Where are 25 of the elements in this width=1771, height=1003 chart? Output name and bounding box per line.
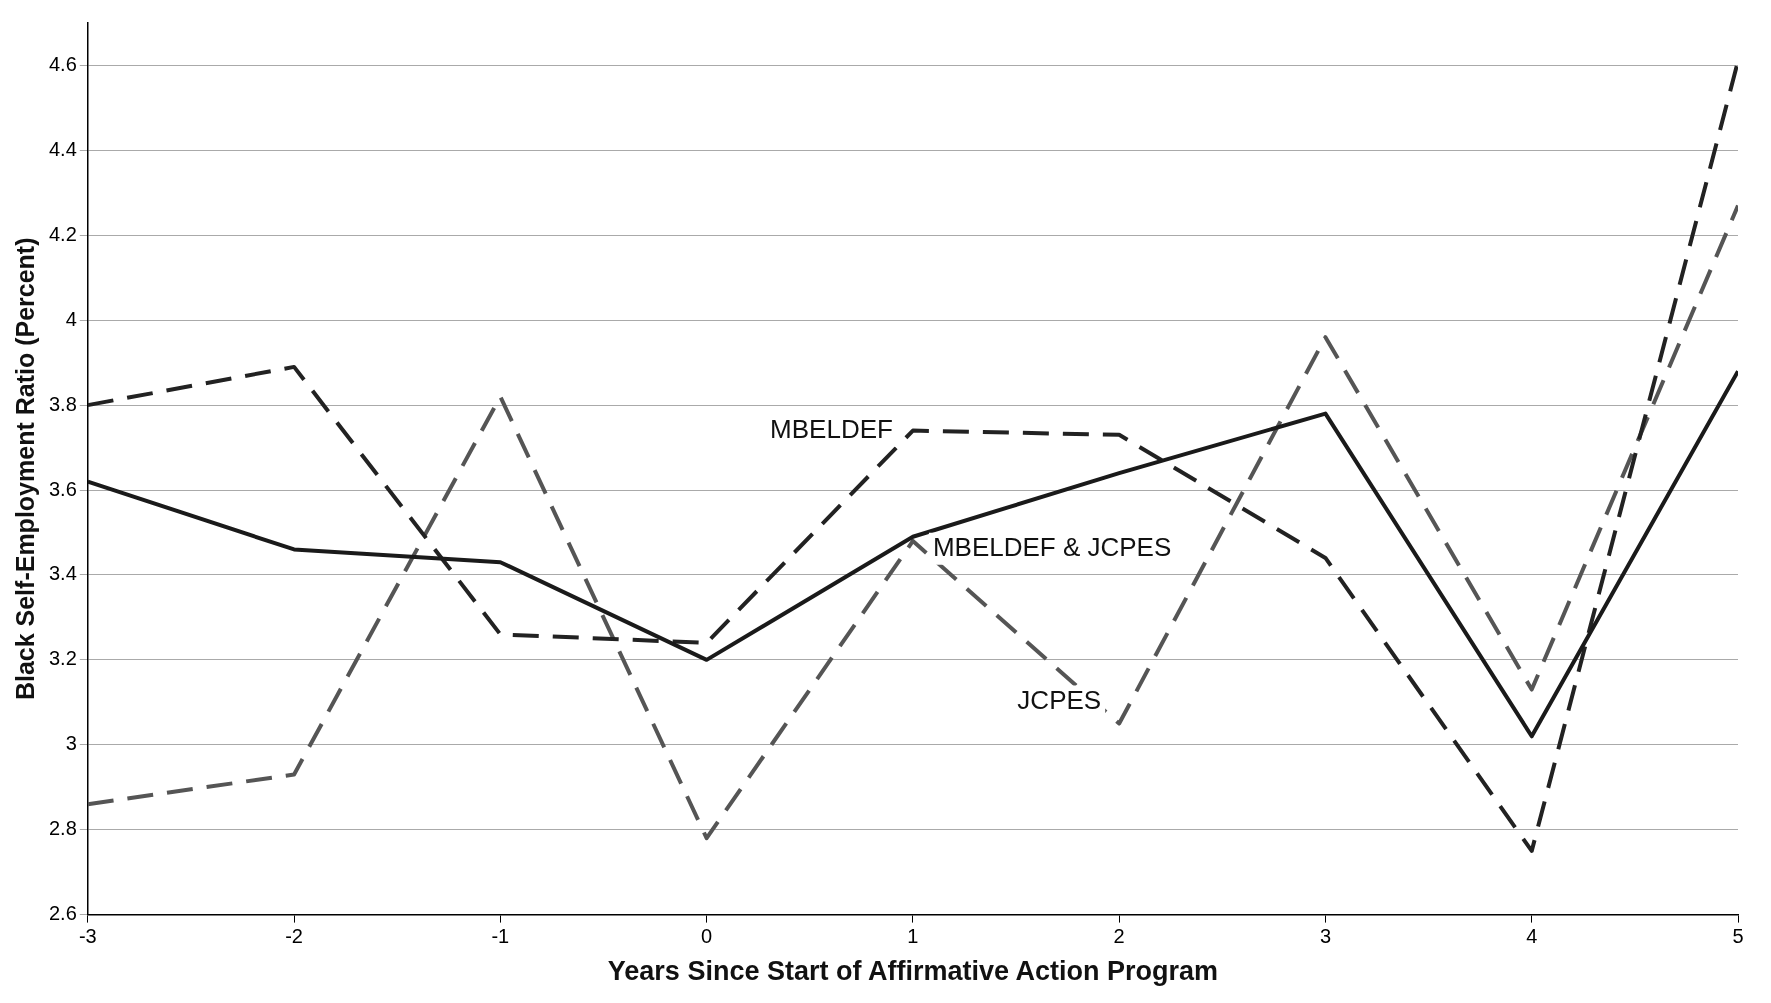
y-tick-label: 4.6 — [48, 52, 77, 75]
x-tick-label: 3 — [1319, 925, 1332, 948]
x-tick-label: -1 — [491, 925, 510, 948]
x-tick-label: 5 — [1732, 925, 1744, 948]
x-tick-label: 4 — [1526, 925, 1538, 948]
y-tick-label: 2.8 — [48, 817, 77, 840]
y-tick-label: 3.6 — [48, 477, 77, 500]
x-tick-label: 0 — [701, 925, 713, 948]
y-axis-title: Black Self-Employment Ratio (Percent) — [10, 237, 39, 701]
series-label: MBELDEF & JCPES — [932, 531, 1172, 562]
y-tick-label: 3.2 — [48, 647, 77, 670]
y-tick-label: 4.4 — [48, 137, 77, 160]
y-tick-label: 3.8 — [48, 392, 77, 415]
x-tick-label: -3 — [78, 925, 97, 948]
series-label: MBELDEF — [770, 413, 893, 444]
x-tick-label: 1 — [907, 925, 919, 948]
x-axis-title: Years Since Start of Affirmative Action Program — [607, 956, 1218, 987]
x-tick-label: -2 — [285, 925, 303, 948]
y-tick-label: 3 — [65, 732, 77, 755]
x-tick-label: 2 — [1113, 925, 1125, 948]
y-tick-label: 3.4 — [48, 562, 77, 585]
y-tick-label: 2.6 — [48, 902, 77, 925]
series-label: JCPES — [1017, 684, 1102, 715]
y-tick-label: 4 — [65, 307, 77, 330]
y-tick-label: 4.2 — [48, 222, 77, 245]
